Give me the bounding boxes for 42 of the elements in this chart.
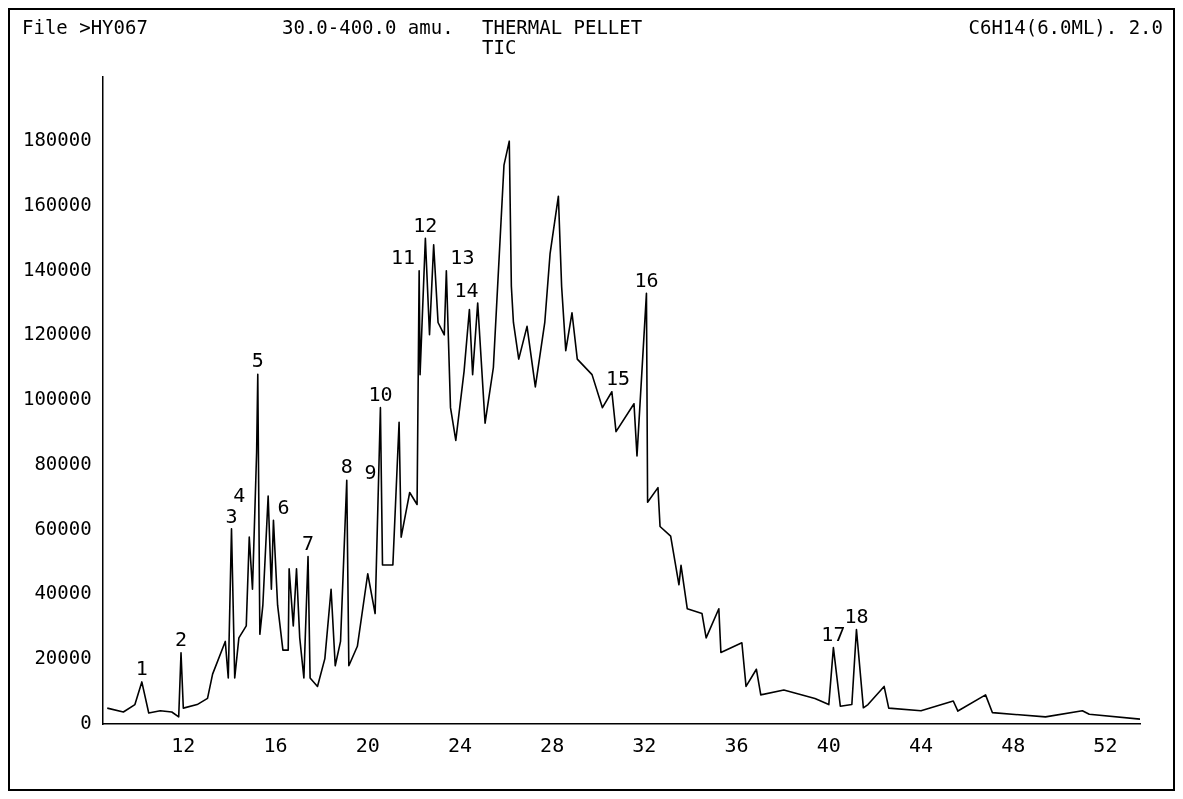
x-tick-label: 32: [632, 733, 657, 758]
annotation: 10: [368, 381, 393, 406]
annotation: 15: [605, 365, 631, 390]
y-tick-label: 100000: [22, 387, 92, 410]
y-tick-label: 120000: [22, 322, 92, 345]
annotation: 13: [450, 244, 475, 269]
annotation: 7: [302, 530, 315, 555]
x-tick-label: 24: [447, 733, 472, 758]
y-tick-label: 20000: [34, 646, 92, 669]
annotation: 8: [340, 454, 353, 479]
annotation: 18: [844, 603, 869, 628]
x-tick-label: 12: [171, 733, 196, 758]
x-tick-label: 36: [724, 733, 749, 758]
y-tick-label: 80000: [34, 451, 92, 474]
y-tick-label: 40000: [34, 581, 92, 604]
annotation: 14: [454, 277, 479, 302]
y-tick-label: 0: [80, 710, 92, 733]
annotation: 2: [174, 626, 188, 651]
annotation: 9: [364, 459, 377, 484]
annotation: 5: [251, 348, 264, 373]
chart-subtitle: TIC: [482, 36, 518, 58]
text: File >HY067: [22, 16, 149, 38]
x-tick-label: 44: [908, 733, 934, 758]
annotation: 17: [821, 621, 846, 646]
y-tick-label: 140000: [22, 257, 92, 280]
annotation: 6: [277, 494, 290, 519]
x-tick-label: 16: [263, 733, 288, 758]
x-tick-label: 52: [1093, 733, 1118, 758]
x-tick-label: 40: [816, 733, 841, 758]
annotation: 11: [391, 244, 416, 269]
x-tick-label: 28: [540, 733, 565, 758]
x-tick-label: 48: [1001, 733, 1026, 758]
annotation: 16: [634, 267, 659, 292]
y-tick-label: 180000: [22, 128, 92, 151]
text: 30.0-400.0 amu.: [282, 16, 455, 38]
annotation: 12: [413, 212, 438, 237]
text: C6H14(6.0ML). 2.0: [968, 16, 1163, 38]
y-tick-label: 160000: [22, 192, 92, 215]
x-tick-label: 20: [355, 733, 380, 758]
chart-title: THERMAL PELLET: [482, 16, 644, 38]
y-tick-label: 60000: [34, 516, 92, 539]
annotation: 1: [135, 656, 148, 681]
